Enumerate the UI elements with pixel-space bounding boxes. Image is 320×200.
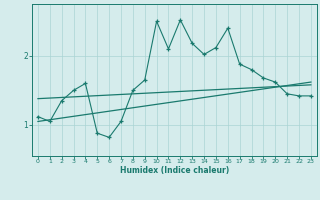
X-axis label: Humidex (Indice chaleur): Humidex (Indice chaleur)	[120, 166, 229, 175]
